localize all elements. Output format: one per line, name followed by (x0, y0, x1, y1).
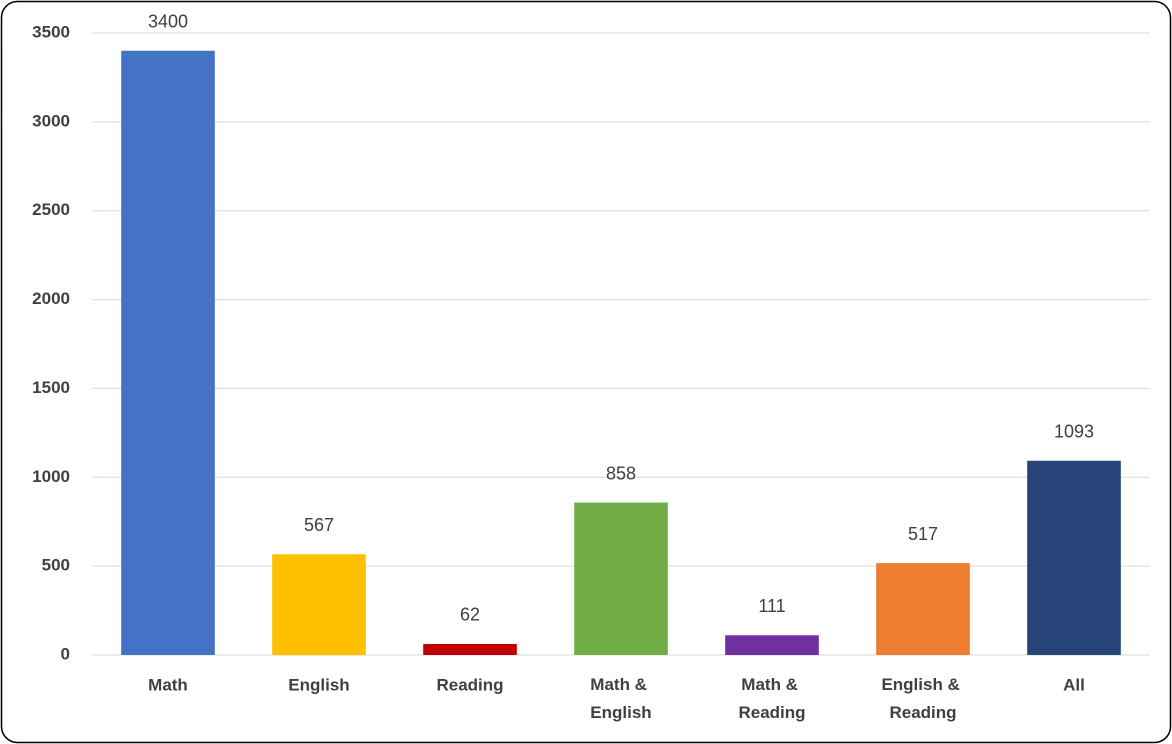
x-tick-label: Reading (436, 675, 503, 694)
x-tick-label: English & Reading (881, 675, 964, 722)
x-tick-label: Math & English (590, 675, 651, 722)
bar (1027, 460, 1121, 655)
y-tick-label: 1000 (32, 467, 70, 486)
x-tick-label: Math (148, 675, 188, 694)
x-tick-label: English (288, 675, 349, 694)
data-label: 517 (908, 524, 938, 544)
data-label: 111 (758, 596, 785, 616)
bar (876, 563, 970, 655)
data-label: 62 (460, 605, 480, 625)
bar (423, 643, 517, 655)
x-tick-label: Math & Reading (738, 675, 805, 722)
x-tick-label: All (1063, 675, 1085, 694)
bar (725, 635, 819, 655)
y-tick-label: 3500 (32, 22, 70, 41)
y-tick-label: 2500 (32, 200, 70, 219)
bar (574, 502, 668, 655)
y-tick-label: 500 (42, 556, 70, 575)
bar (121, 50, 215, 656)
data-label: 3400 (148, 12, 188, 32)
y-tick-label: 2000 (32, 289, 70, 308)
data-label: 1093 (1054, 422, 1094, 442)
data-label: 858 (606, 463, 636, 483)
data-label: 567 (304, 515, 334, 535)
y-tick-label: 3000 (32, 111, 70, 130)
y-tick-label: 0 (61, 644, 70, 663)
y-tick-label: 1500 (32, 378, 70, 397)
bar (272, 554, 366, 655)
